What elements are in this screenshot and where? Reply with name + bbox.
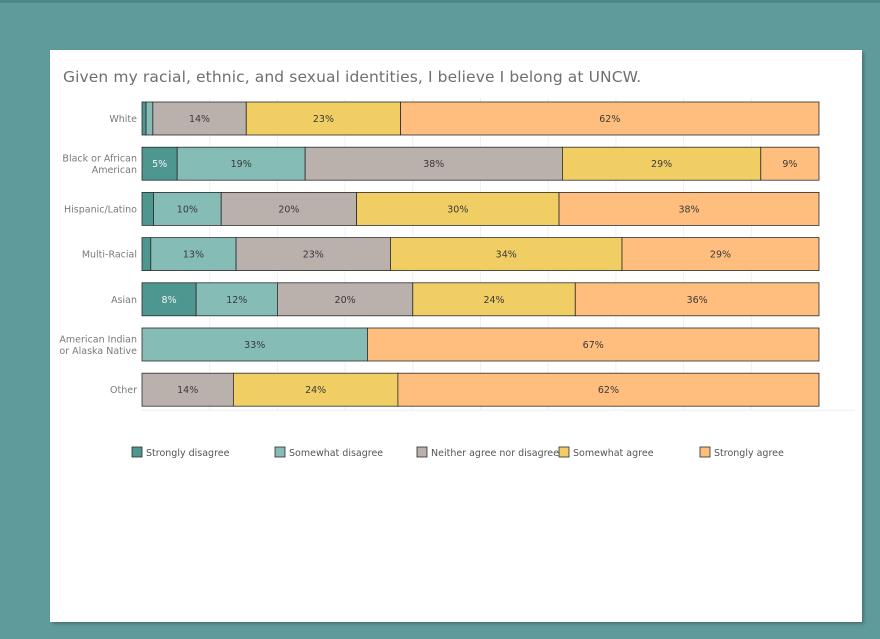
data-label: 13% [183,250,204,261]
bar-segment-asian-neither-agree-nor-disagree [276,282,414,317]
window-frame-top [0,0,880,3]
legend-swatch-strongly-agree [699,446,711,458]
bar-segment-hispanic-latino-strongly-agree [558,191,820,226]
legend-swatch-strongly-disagree [131,446,143,458]
category-label-asian: Asian [111,295,137,306]
bar-segment-other-strongly-agree [397,372,820,407]
data-label: 29% [651,159,672,170]
category-label-black-or-african-american: Black or African American [62,153,137,176]
legend-label-strongly-disagree: Strongly disagree [146,448,230,459]
bar-segment-other-neither-agree-nor-disagree [141,372,234,407]
data-label: 23% [303,250,324,261]
bar-segment-multi-racial-strongly-disagree [141,237,152,272]
data-label: 62% [598,385,619,396]
bar-segment-white-somewhat-disagree [145,101,154,136]
category-label-line: Asian [111,295,137,306]
data-label: 5% [152,159,167,170]
data-label: 12% [226,295,247,306]
category-label-line: or Alaska Native [59,346,137,357]
category-label-line: American [92,165,137,176]
data-label: 9% [782,159,797,170]
data-label: 38% [423,159,444,170]
chart-title: Given my racial, ethnic, and sexual iden… [63,68,642,86]
bar-segment-american-indian-or-alaska-native-strongly-agree [367,327,820,362]
legend-swatch-somewhat-agree [558,446,570,458]
legend-swatch-neither-agree-nor-disagree [416,446,428,458]
bar-segment-multi-racial-strongly-agree [621,237,820,272]
data-label: 38% [678,204,699,215]
legend-label-somewhat-agree: Somewhat agree [573,448,654,459]
bar-segment-multi-racial-somewhat-agree [390,237,623,272]
data-label: 24% [305,385,326,396]
data-label: 62% [599,114,620,125]
data-label: 14% [189,114,210,125]
category-label-line: Hispanic/Latino [64,204,137,215]
bar-segment-white-strongly-agree [400,101,820,136]
category-label-multi-racial: Multi-Racial [82,250,137,261]
bar-segment-white-strongly-disagree [141,101,147,136]
data-label: 29% [710,250,731,261]
category-label-american-indian-or-alaska-native: American Indian or Alaska Native [59,334,137,357]
data-label: 20% [335,295,356,306]
data-label: 34% [496,250,517,261]
bar-segment-hispanic-latino-somewhat-disagree [153,191,222,226]
category-label-hispanic-latino: Hispanic/Latino [64,204,137,215]
data-label: 67% [583,340,604,351]
data-label: 30% [447,204,468,215]
data-label: 33% [244,340,265,351]
data-label: 8% [162,295,177,306]
data-label: 10% [177,204,198,215]
bar-segment-white-somewhat-agree [245,101,402,136]
bar-segment-asian-strongly-disagree [141,282,197,317]
bar-segment-black-or-african-american-somewhat-disagree [176,146,306,181]
bar-segment-white-neither-agree-nor-disagree [152,101,247,136]
bar-segment-asian-somewhat-disagree [195,282,278,317]
bar-segment-multi-racial-somewhat-disagree [150,237,237,272]
category-label-line: Other [110,385,137,396]
legend-label-somewhat-disagree: Somewhat disagree [289,448,383,459]
bar-segment-american-indian-or-alaska-native-somewhat-disagree [141,327,368,362]
bar-segment-black-or-african-american-neither-agree-nor-disagree [304,146,563,181]
data-label: 20% [278,204,299,215]
bar-segment-black-or-african-american-strongly-agree [760,146,820,181]
category-label-line: White [109,114,137,125]
dashboard-panel: Given my racial, ethnic, and sexual iden… [50,50,862,622]
category-label-line: Multi-Racial [82,250,137,261]
data-label: 14% [177,385,198,396]
data-label: 19% [231,159,252,170]
bar-segment-hispanic-latino-strongly-disagree [141,191,154,226]
legend-label-strongly-agree: Strongly agree [714,448,784,459]
stacked-bar-chart: White 14% 23% 62% Black or African American 5%… [59,98,855,459]
category-label-white: White [109,114,137,125]
bar-segment-asian-strongly-agree [574,282,820,317]
category-label-other: Other [110,385,137,396]
bar-segment-black-or-african-american-strongly-disagree [141,146,178,181]
category-label-line: Black or African [62,153,137,164]
data-label: 36% [687,295,708,306]
data-label: 23% [313,114,334,125]
legend-swatch-somewhat-disagree [274,446,286,458]
bar-segment-multi-racial-neither-agree-nor-disagree [235,237,391,272]
category-label-line: American Indian [59,334,137,345]
bar-segment-asian-somewhat-agree [412,282,576,317]
data-label: 24% [483,295,504,306]
bar-segment-black-or-african-american-somewhat-agree [562,146,762,181]
bar-segment-hispanic-latino-somewhat-agree [356,191,560,226]
legend-label-neither-agree-nor-disagree: Neither agree nor disagree [431,448,559,459]
bar-segment-hispanic-latino-neither-agree-nor-disagree [220,191,358,226]
